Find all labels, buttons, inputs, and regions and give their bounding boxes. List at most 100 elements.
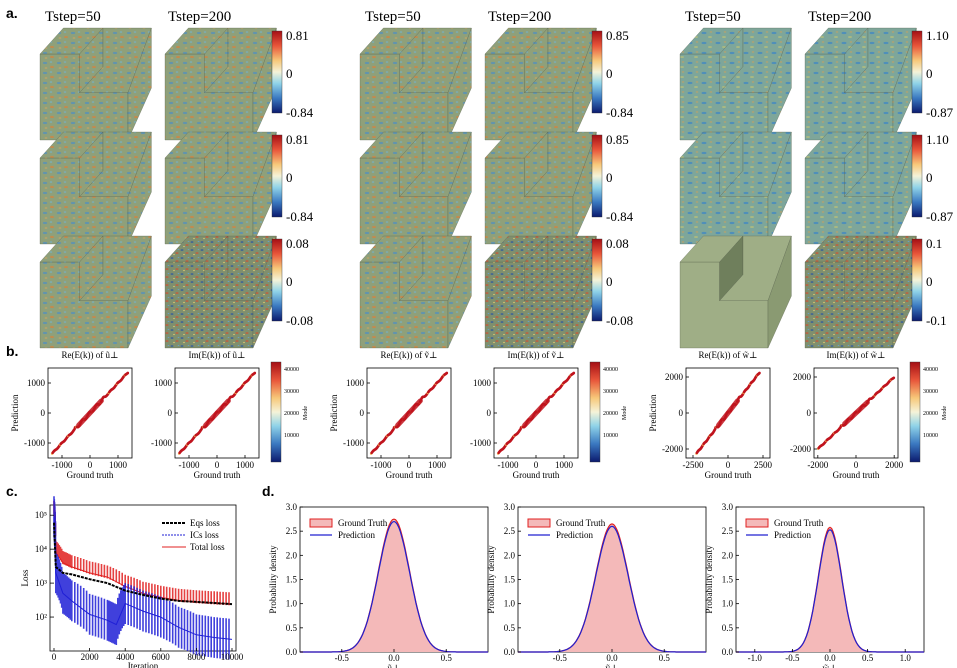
x-tick-label: 0.0: [388, 653, 400, 663]
y-tick-label: 1000: [473, 378, 492, 388]
y-tick-label: -2000: [790, 444, 811, 454]
colorbar-tick-zero: 0: [286, 170, 293, 185]
colorbar: [911, 238, 923, 322]
scatter-points: [695, 371, 761, 455]
x-axis-label: Ground truth: [513, 470, 560, 480]
mode-colorbar-tick: 20000: [923, 411, 938, 417]
scatter-title: Im(E(k)) of ũ⊥: [189, 350, 246, 360]
x-tick-label: -1.0: [748, 653, 763, 663]
colorbar: [591, 30, 603, 114]
scatter-title: Im(E(k)) of ṽ⊥: [508, 350, 565, 360]
colorbar-tick-max: 1.10: [926, 28, 949, 43]
x-tick-label: 8000: [187, 652, 206, 662]
colorbar: [271, 134, 283, 218]
y-tick-label: 0.0: [722, 647, 734, 657]
colorbar-tick-zero: 0: [286, 274, 293, 289]
cube-right-face: [447, 27, 472, 141]
x-tick-label: 0: [88, 460, 93, 470]
legend-label-prediction: Prediction: [556, 530, 593, 540]
scatter-dense-core: [203, 398, 231, 428]
legend-label: ICs loss: [190, 530, 219, 540]
y-tick-label: 1.5: [504, 575, 516, 585]
tstep-header: Tstep=200: [808, 9, 871, 25]
scatter-dense-core: [76, 398, 104, 428]
y-tick-label: 1000: [27, 378, 46, 388]
scatter-point: [892, 376, 896, 380]
cube-step-face: [719, 131, 792, 197]
colorbar-tick-max: 0.1: [926, 236, 942, 251]
x-axis-label: Ground truth: [67, 470, 114, 480]
colorbar-tick-min: -0.84: [606, 209, 634, 224]
mode-colorbar-label: Mode: [303, 406, 309, 420]
mode-colorbar-tick: 10000: [923, 433, 938, 439]
scatter-title: Re(E(k)) of ṽ⊥: [381, 350, 438, 360]
y-tick-label: 0.5: [286, 623, 298, 633]
x-axis-label: ṽ⊥: [606, 663, 619, 668]
cube-step-face: [79, 27, 152, 93]
colorbar-tick-min: -0.87: [926, 209, 954, 224]
mode-colorbar: [589, 361, 601, 463]
legend-label-ground-truth: Ground Truth: [774, 518, 824, 528]
cube-right-face: [127, 235, 152, 349]
cube: [804, 235, 917, 349]
cube-right-face: [767, 27, 792, 141]
x-tick-label: 0: [726, 460, 731, 470]
x-tick-label: -1000: [179, 460, 200, 470]
y-axis-label: Probability density: [704, 545, 714, 614]
scatter-points: [496, 371, 576, 455]
cube-step-face: [204, 235, 277, 301]
scatter-dense-core: [395, 398, 423, 428]
colorbar-tick-zero: 0: [286, 66, 293, 81]
colorbar-tick-max: 0.08: [286, 236, 309, 251]
y-tick-label: 0.0: [286, 647, 298, 657]
cube-step-face: [79, 131, 152, 197]
cube: [679, 27, 792, 141]
mode-colorbar-tick: 40000: [923, 367, 938, 373]
colorbar: [911, 134, 923, 218]
panel-label-d: d.: [262, 483, 274, 499]
scatter-dense-core: [522, 398, 550, 428]
x-tick-label: 0: [52, 652, 57, 662]
tstep-header: Tstep=200: [488, 9, 551, 25]
x-axis-label: Ground truth: [705, 470, 752, 480]
panel-label-a: a.: [6, 5, 18, 21]
mode-colorbar-tick: 40000: [284, 367, 299, 373]
cube: [359, 235, 472, 349]
cube-step-face: [844, 27, 917, 93]
mode-colorbar-tick: 40000: [603, 367, 618, 373]
prediction-line: [300, 520, 488, 653]
mode-colorbar-tick: 10000: [284, 433, 299, 439]
colorbar-tick-zero: 0: [606, 274, 613, 289]
y-tick-label: 10⁴: [35, 544, 47, 554]
cube: [164, 27, 277, 141]
legend-swatch-ground-truth: [309, 518, 333, 528]
y-tick-label: 2.0: [504, 550, 516, 560]
x-axis-label: Iteration: [128, 661, 159, 668]
x-tick-label: 0.5: [862, 653, 874, 663]
colorbar-tick-min: -0.84: [286, 209, 314, 224]
legend-label: Eqs loss: [190, 518, 220, 528]
legend-label-ground-truth: Ground Truth: [556, 518, 606, 528]
cube: [39, 131, 152, 245]
cube-step-face: [524, 235, 597, 301]
cube: [804, 131, 917, 245]
cube-right-face: [127, 131, 152, 245]
cube: [484, 131, 597, 245]
legend-swatch-ground-truth: [745, 518, 769, 528]
y-tick-label: 0: [807, 408, 812, 418]
x-tick-label: 0.5: [441, 653, 453, 663]
cube-right-face: [767, 131, 792, 245]
mode-colorbar-tick: 30000: [923, 389, 938, 395]
y-axis-label: Probability density: [268, 545, 278, 614]
colorbar-tick-zero: 0: [926, 66, 933, 81]
x-tick-label: 1000: [428, 460, 447, 470]
y-tick-label: 2000: [793, 372, 812, 382]
x-tick-label: 6000: [152, 652, 171, 662]
y-tick-label: 0: [679, 408, 684, 418]
mode-colorbar-tick: 30000: [603, 389, 618, 395]
colorbar-tick-max: 0.81: [286, 132, 309, 147]
ground-truth-area: [736, 527, 924, 652]
x-axis-label: ũ⊥: [388, 663, 401, 668]
cube-step-face: [524, 131, 597, 197]
